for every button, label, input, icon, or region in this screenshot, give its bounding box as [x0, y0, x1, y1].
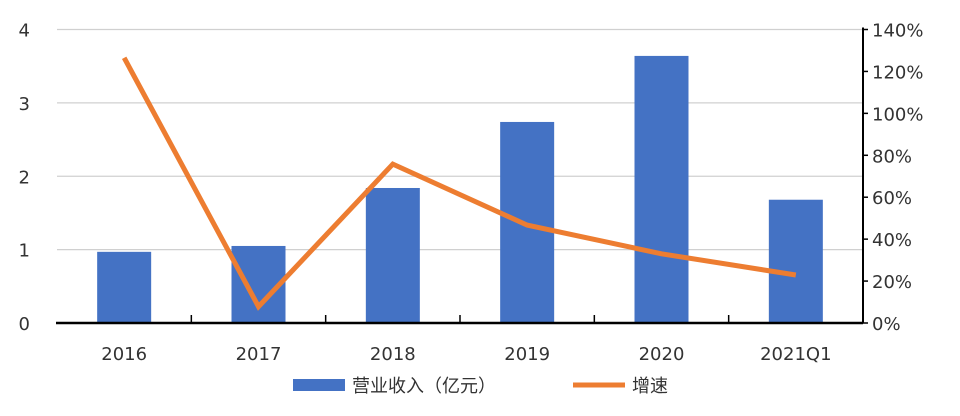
bar-2020 [635, 56, 689, 323]
left-tick-label: 2 [19, 167, 30, 188]
right-tick-label: 120% [872, 62, 923, 83]
right-tick-label: 0% [872, 314, 901, 335]
right-tick-label: 140% [872, 21, 923, 42]
right-tick-label: 100% [872, 104, 923, 125]
legend-swatch-bar [293, 379, 345, 391]
bar-2021Q1 [769, 200, 823, 323]
x-tick-label: 2016 [101, 344, 147, 365]
left-tick-label: 0 [19, 314, 30, 335]
right-tick-label: 60% [872, 188, 912, 209]
legend-label-line: 增速 [632, 376, 668, 397]
bar-2016 [97, 252, 151, 323]
left-tick-label: 1 [19, 241, 30, 262]
left-tick-label: 4 [19, 21, 30, 42]
bar-2018 [366, 188, 420, 323]
left-tick-label: 3 [19, 94, 30, 115]
x-tick-label: 2021Q1 [760, 344, 831, 365]
legend: 营业收入（亿元） 增速 [293, 376, 668, 397]
right-tick-label: 40% [872, 230, 912, 251]
x-tick-label: 2017 [236, 344, 282, 365]
right-tick-label: 20% [872, 272, 912, 293]
x-tick-label: 2020 [639, 344, 685, 365]
right-tick-label: 80% [872, 146, 912, 167]
growth-line [124, 58, 796, 307]
x-tick-label: 2018 [370, 344, 416, 365]
legend-label-bar: 营业收入（亿元） [352, 376, 496, 397]
x-tick-label: 2019 [504, 344, 550, 365]
